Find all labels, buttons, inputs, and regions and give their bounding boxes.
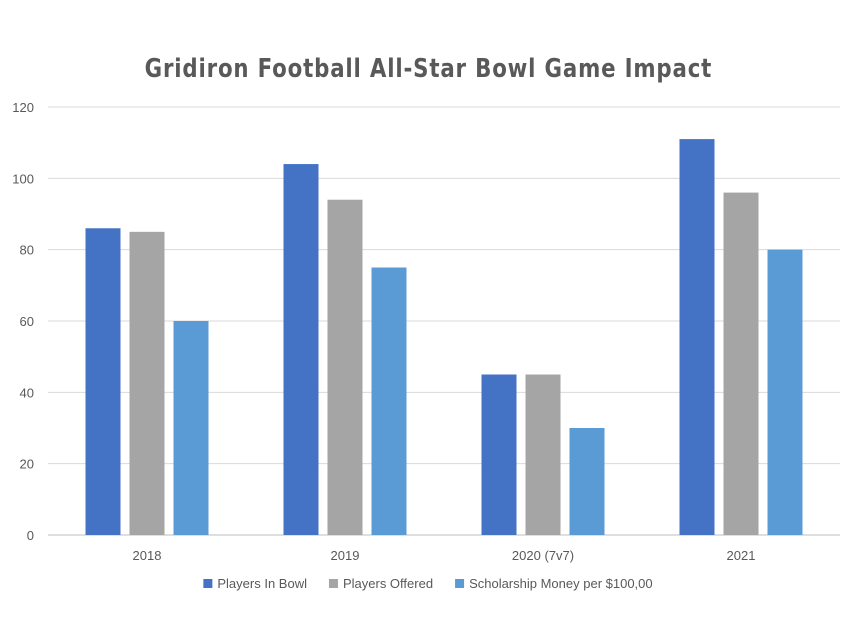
x-tick-label: 2021 (727, 548, 756, 563)
y-tick-label: 20 (20, 457, 34, 472)
legend-swatch (203, 579, 213, 588)
x-tick-label: 2018 (133, 548, 162, 563)
y-tick-label: 60 (20, 314, 34, 329)
chart-title: Gridiron Football All-Star Bowl Game Imp… (144, 54, 713, 84)
y-tick-label: 80 (20, 243, 34, 258)
y-tick-label: 0 (27, 528, 34, 543)
bar-2-3 (525, 374, 561, 535)
legend-item-2: Players Offered (328, 576, 433, 591)
legend-label: Players Offered (343, 576, 433, 591)
bar-3-4 (767, 249, 803, 535)
bars (85, 139, 803, 536)
bar-3-2 (371, 267, 407, 535)
x-axis-ticks: 2018 2019 2020 (7v7) 2021 (133, 548, 756, 563)
legend-swatch (328, 579, 338, 588)
bar-1-3 (481, 374, 517, 535)
y-tick-label: 100 (12, 171, 34, 186)
bar-2-4 (723, 192, 759, 535)
bar-2-1 (129, 231, 165, 536)
x-tick-label: 2019 (331, 548, 360, 563)
legend-label: Scholarship Money per $100,00 (469, 576, 653, 591)
bar-3-3 (569, 428, 605, 535)
legend: Players In Bowl Players Offered Scholarshi… (203, 576, 653, 591)
y-tick-label: 120 (12, 100, 34, 115)
legend-swatch (455, 579, 465, 588)
legend-item-3: Scholarship Money per $100,00 (455, 576, 653, 591)
x-tick-label: 2020 (7v7) (512, 548, 574, 563)
bar-1-1 (85, 228, 121, 535)
bar-1-4 (679, 139, 715, 535)
y-axis-ticks: 0 20 40 60 80 100 120 (12, 100, 34, 543)
bar-1-2 (283, 164, 319, 536)
gridlines (48, 106, 840, 536)
legend-label: Players In Bowl (217, 576, 307, 591)
legend-item-1: Players In Bowl (203, 576, 307, 591)
y-tick-label: 40 (20, 385, 34, 400)
bar-3-1 (173, 321, 209, 535)
bar-2-2 (327, 199, 363, 535)
